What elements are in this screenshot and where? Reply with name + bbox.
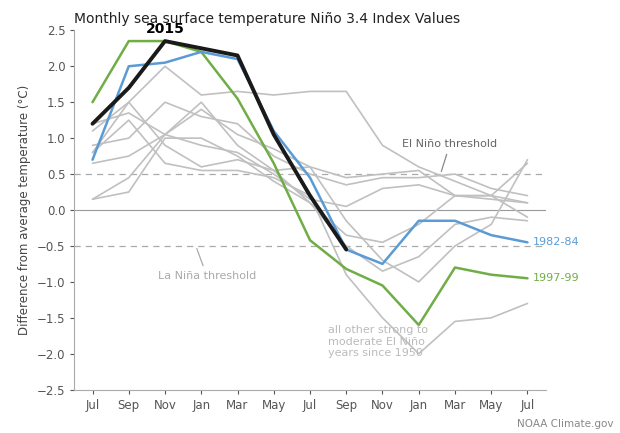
Text: 2015: 2015 — [146, 22, 185, 36]
Y-axis label: Difference from average temperature (°C): Difference from average temperature (°C) — [19, 85, 32, 335]
Text: NOAA Climate.gov: NOAA Climate.gov — [517, 419, 614, 429]
Text: 1982-84: 1982-84 — [533, 237, 580, 247]
Text: all other strong to
moderate El Niño
years since 1950: all other strong to moderate El Niño yea… — [328, 325, 428, 358]
Text: 1997-99: 1997-99 — [533, 273, 580, 283]
Text: El Niño threshold: El Niño threshold — [402, 139, 498, 171]
Text: La Niña threshold: La Niña threshold — [157, 249, 256, 281]
Text: Monthly sea surface temperature Niño 3.4 Index Values: Monthly sea surface temperature Niño 3.4… — [74, 13, 461, 26]
